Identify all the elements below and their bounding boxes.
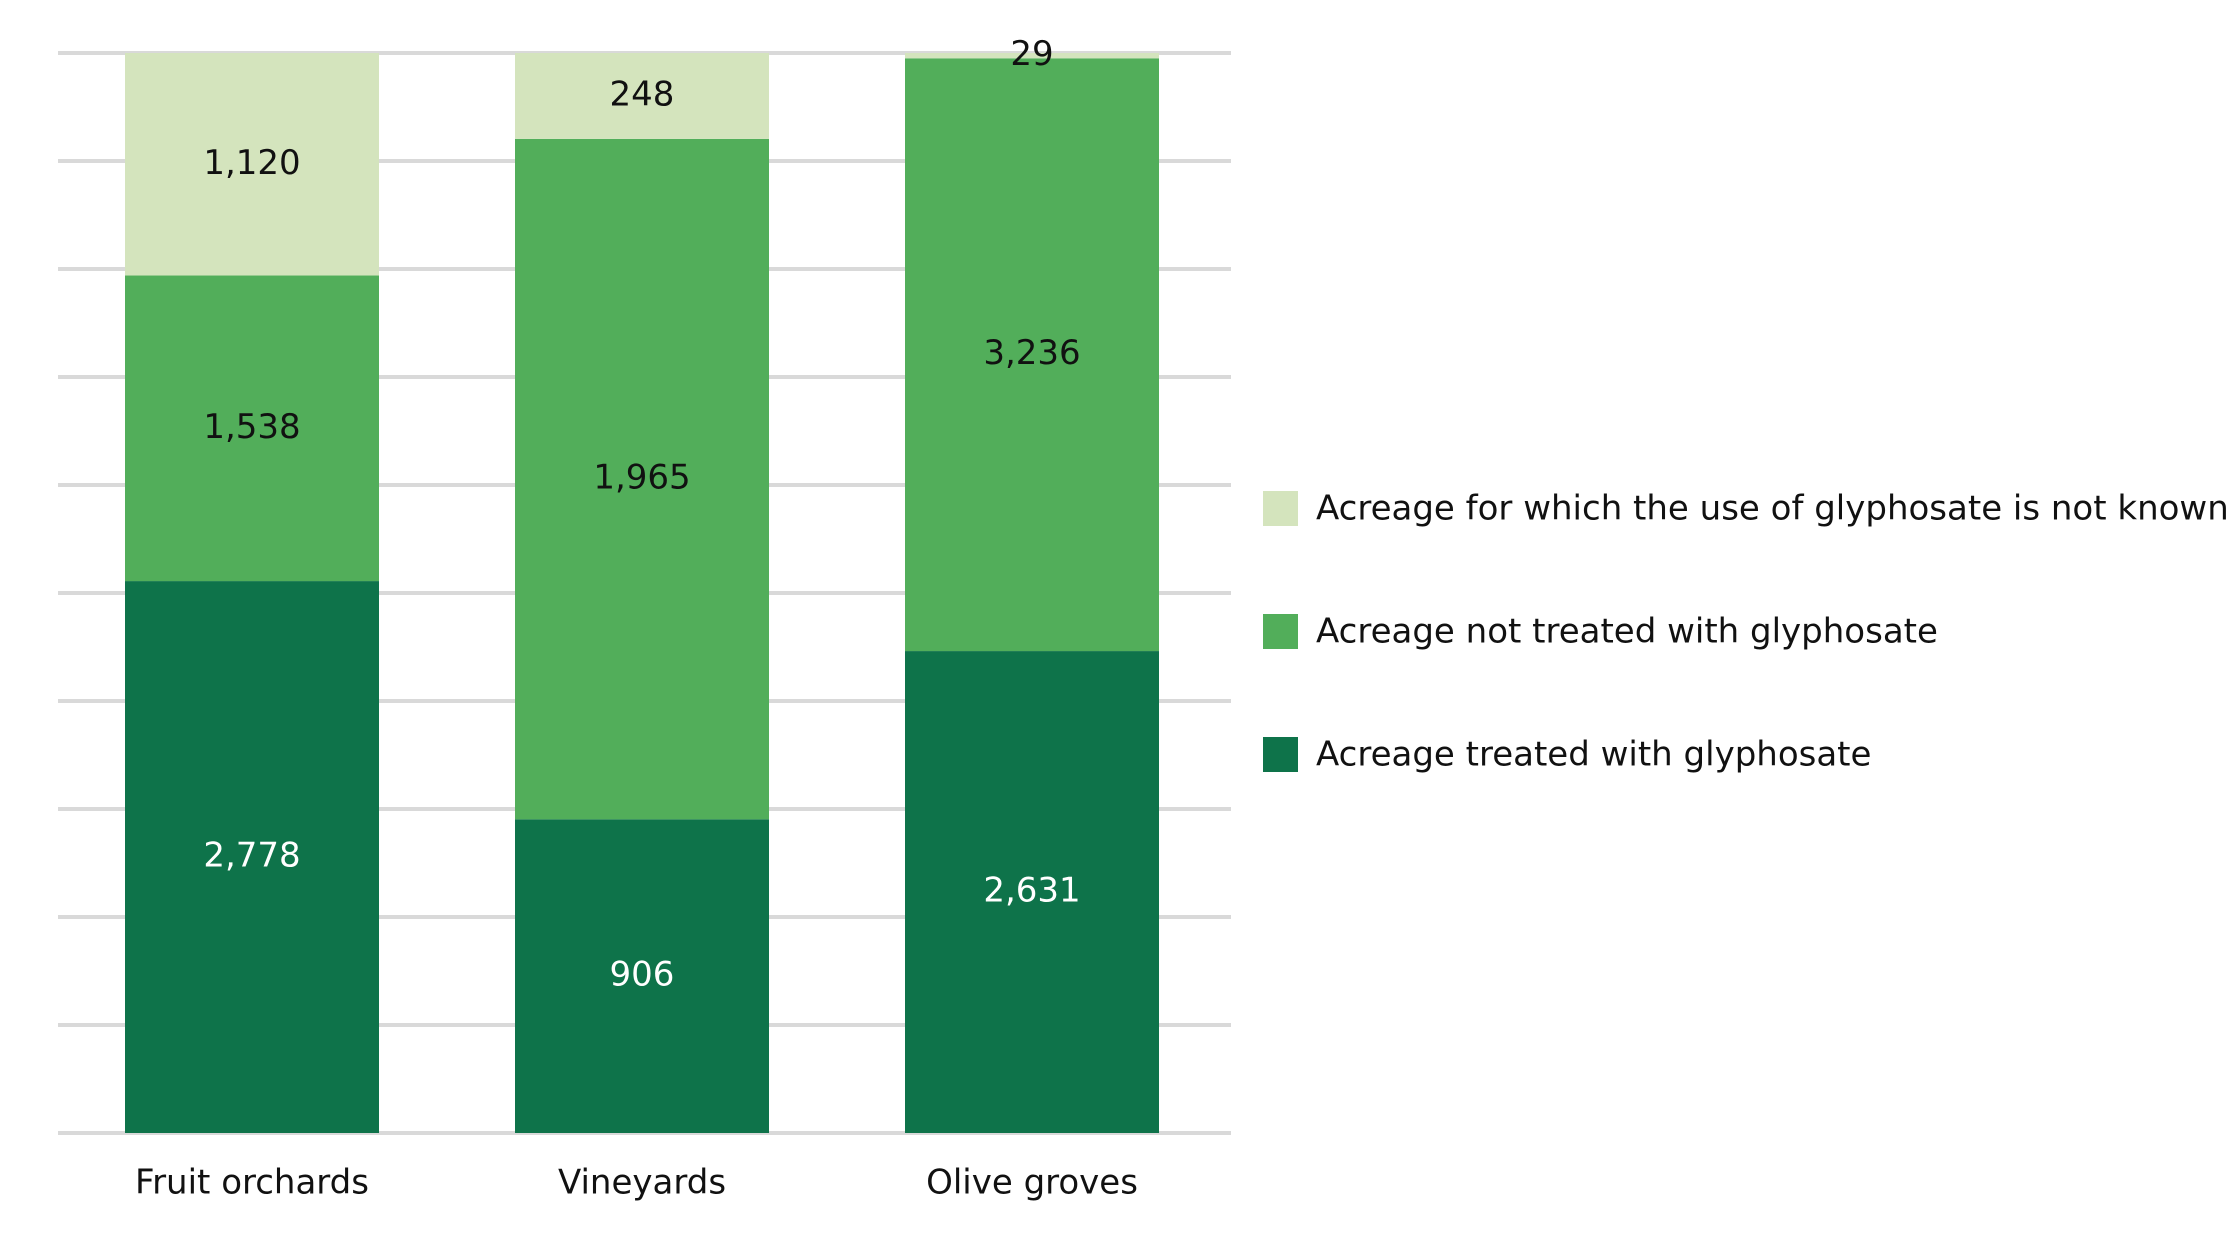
value-label: 906 xyxy=(610,955,675,995)
legend-swatch xyxy=(1263,614,1298,649)
value-label: 248 xyxy=(610,74,675,114)
legend-swatch xyxy=(1263,491,1298,526)
value-label: 2,631 xyxy=(983,871,1080,911)
x-tick-label: Olive groves xyxy=(926,1163,1138,1203)
bar-segment xyxy=(515,138,769,820)
value-label: 29 xyxy=(1010,34,1053,74)
bar-segment xyxy=(905,53,1159,59)
legend-label: Acreage not treated with glyphosate xyxy=(1316,612,1938,652)
bar-segment xyxy=(125,275,379,582)
value-label: 1,120 xyxy=(203,143,300,183)
legend-label: Acreage treated with glyphosate xyxy=(1316,735,1871,775)
bar-segment xyxy=(905,651,1159,1133)
x-tick-label: Fruit orchards xyxy=(135,1163,369,1203)
value-label: 1,538 xyxy=(203,407,300,447)
bar-segment xyxy=(125,53,379,276)
value-label: 1,965 xyxy=(593,458,690,498)
value-label: 2,778 xyxy=(203,836,300,876)
bar-segment xyxy=(515,819,769,1133)
value-label: 3,236 xyxy=(983,333,1080,373)
bar-segment xyxy=(515,53,769,139)
legend-swatch xyxy=(1263,737,1298,772)
legend-label: Acreage for which the use of glyphosate … xyxy=(1316,489,2229,529)
x-tick-label: Vineyards xyxy=(558,1163,726,1203)
bar-segment xyxy=(905,58,1159,652)
bar-segment xyxy=(125,581,379,1133)
